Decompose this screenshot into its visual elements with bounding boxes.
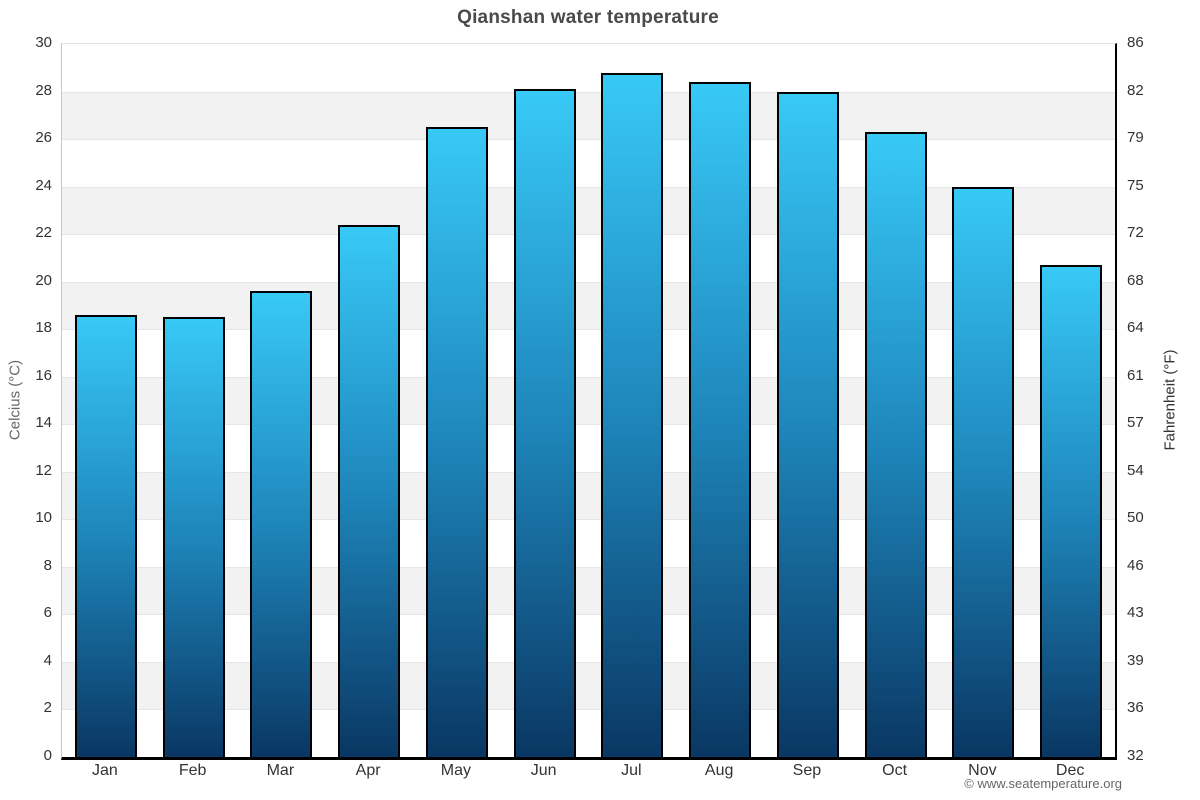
bar-oct[interactable] xyxy=(864,132,927,757)
y-tick-label-fahrenheit: 79 xyxy=(1127,129,1144,147)
y-tick-label-celsius: 28 xyxy=(35,81,52,99)
x-tick-label-month: Nov xyxy=(968,762,997,779)
y-tick-label-fahrenheit: 64 xyxy=(1127,319,1144,337)
y-tick-label-celsius: 22 xyxy=(35,224,52,242)
plot-area xyxy=(61,43,1117,760)
grid-band xyxy=(62,91,1115,140)
y-axis-title-fahrenheit: Fahrenheit (°F) xyxy=(1161,349,1179,451)
y-tick-label-celsius: 12 xyxy=(35,461,52,479)
gridline xyxy=(62,519,1115,520)
y-tick-label-celsius: 8 xyxy=(43,556,52,574)
x-tick-label-month: Dec xyxy=(1055,762,1085,779)
x-tick-label-month: Apr xyxy=(355,762,381,779)
bar-jan[interactable] xyxy=(74,315,137,757)
gridline xyxy=(62,567,1115,568)
y-tick-label-celsius: 24 xyxy=(35,176,52,194)
gridline xyxy=(62,377,1115,378)
y-tick-label-fahrenheit: 32 xyxy=(1127,747,1144,764)
y-tick-label-fahrenheit: 54 xyxy=(1127,461,1144,479)
y-tick-label-celsius: 18 xyxy=(35,319,52,337)
gridline xyxy=(62,139,1115,140)
x-tick-label-month: Feb xyxy=(178,762,207,779)
y-tick-label-fahrenheit: 75 xyxy=(1127,176,1144,194)
y-tick-label-fahrenheit: 61 xyxy=(1127,366,1144,384)
x-tick-label-month: Aug xyxy=(704,762,734,779)
gridline xyxy=(62,614,1115,615)
grid-band xyxy=(62,566,1115,615)
y-tick-label-celsius: 10 xyxy=(35,509,52,527)
y-tick-label-celsius: 2 xyxy=(43,699,52,717)
gridline xyxy=(62,424,1115,425)
x-tick-label-month: Jul xyxy=(621,762,642,779)
x-tick-label-month: Sep xyxy=(792,762,822,779)
y-tick-label-celsius: 0 xyxy=(43,747,52,764)
bar-may[interactable] xyxy=(425,127,488,757)
grid-band xyxy=(62,471,1115,520)
y-tick-label-celsius: 14 xyxy=(35,414,52,432)
chart-title: Qianshan water temperature xyxy=(457,7,719,28)
y-tick-label-celsius: 16 xyxy=(35,366,52,384)
y-tick-label-celsius: 26 xyxy=(35,129,52,147)
y-tick-label-fahrenheit: 46 xyxy=(1127,556,1144,574)
gridline xyxy=(62,282,1115,283)
grid-band xyxy=(62,376,1115,425)
y-tick-label-celsius: 30 xyxy=(35,34,52,51)
bar-sep[interactable] xyxy=(776,92,839,757)
y-tick-label-fahrenheit: 68 xyxy=(1127,271,1144,289)
y-tick-label-fahrenheit: 50 xyxy=(1127,509,1144,527)
gridline xyxy=(62,662,1115,663)
y-tick-label-fahrenheit: 86 xyxy=(1127,34,1144,51)
y-tick-label-fahrenheit: 82 xyxy=(1127,81,1144,99)
x-tick-label-month: Jan xyxy=(91,762,118,779)
gridline xyxy=(62,329,1115,330)
gridline xyxy=(62,234,1115,235)
gridline xyxy=(62,187,1115,188)
y-tick-label-fahrenheit: 43 xyxy=(1127,604,1144,622)
gridline xyxy=(62,709,1115,710)
grid-band xyxy=(62,186,1115,235)
x-tick-label-month: May xyxy=(440,762,471,779)
bar-jul[interactable] xyxy=(601,73,664,757)
bar-apr[interactable] xyxy=(338,225,401,757)
gridline xyxy=(62,472,1115,473)
bar-nov[interactable] xyxy=(952,187,1015,757)
gridline xyxy=(62,92,1115,93)
y-tick-label-fahrenheit: 57 xyxy=(1127,414,1144,432)
grid-band xyxy=(62,661,1115,710)
y-tick-label-celsius: 6 xyxy=(43,604,52,622)
y-tick-label-fahrenheit: 36 xyxy=(1127,699,1144,717)
bar-dec[interactable] xyxy=(1040,265,1103,757)
x-tick-label-month: Mar xyxy=(266,762,295,779)
x-tick-label-month: Jun xyxy=(530,762,557,779)
y-tick-label-fahrenheit: 72 xyxy=(1127,224,1144,242)
bar-feb[interactable] xyxy=(162,317,225,757)
y-tick-label-celsius: 20 xyxy=(35,271,52,289)
y-tick-label-fahrenheit: 39 xyxy=(1127,651,1144,669)
x-tick-label-month: Oct xyxy=(882,762,908,779)
grid-band xyxy=(62,281,1115,330)
footer-credit-link[interactable]: © www.seatemperature.org xyxy=(964,776,1122,791)
bar-mar[interactable] xyxy=(250,291,313,757)
y-tick-label-celsius: 4 xyxy=(43,651,52,669)
bar-jun[interactable] xyxy=(513,89,576,757)
bar-aug[interactable] xyxy=(689,82,752,757)
